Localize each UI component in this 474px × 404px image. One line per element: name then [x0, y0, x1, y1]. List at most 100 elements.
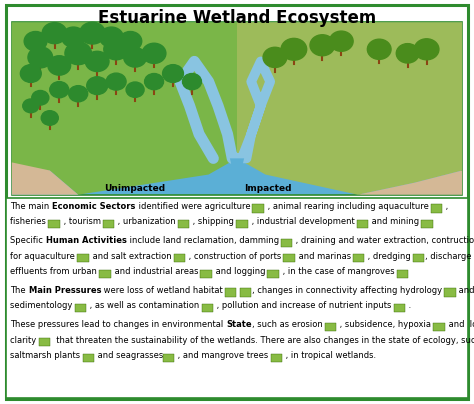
- FancyBboxPatch shape: [283, 254, 295, 262]
- FancyBboxPatch shape: [397, 270, 408, 278]
- Text: that threaten the sustainability of the wetlands. There are also changes in the : that threaten the sustainability of the …: [51, 336, 474, 345]
- Circle shape: [119, 32, 142, 51]
- Text: , pollution and increase of nutrient inputs: , pollution and increase of nutrient inp…: [214, 301, 394, 310]
- Circle shape: [106, 73, 126, 90]
- Text: Unimpacted: Unimpacted: [105, 184, 165, 193]
- Circle shape: [24, 32, 47, 51]
- FancyBboxPatch shape: [178, 220, 190, 228]
- Text: , in the case of mangroves: , in the case of mangroves: [280, 267, 397, 276]
- Circle shape: [28, 47, 53, 68]
- Text: include land reclamation, damming: include land reclamation, damming: [127, 236, 282, 245]
- Text: for aquaculture: for aquaculture: [10, 252, 78, 261]
- Text: fisheries: fisheries: [10, 217, 49, 226]
- Text: , as well as contamination: , as well as contamination: [87, 301, 202, 310]
- FancyBboxPatch shape: [281, 239, 292, 247]
- Polygon shape: [237, 22, 462, 195]
- Text: , tourism: , tourism: [61, 217, 103, 226]
- Polygon shape: [230, 158, 244, 179]
- FancyBboxPatch shape: [444, 288, 456, 297]
- FancyBboxPatch shape: [39, 338, 50, 346]
- FancyBboxPatch shape: [271, 354, 282, 362]
- Text: The: The: [10, 286, 29, 295]
- Circle shape: [65, 42, 91, 65]
- Text: Economic Sectors: Economic Sectors: [52, 202, 136, 211]
- Text: and salt extraction: and salt extraction: [90, 252, 174, 261]
- FancyBboxPatch shape: [253, 204, 264, 213]
- Text: and mining: and mining: [369, 217, 422, 226]
- Text: , subsidence, hypoxia: , subsidence, hypoxia: [337, 320, 434, 329]
- FancyBboxPatch shape: [433, 323, 445, 331]
- Text: , draining and water extraction, contruction of ponds: , draining and water extraction, contruc…: [293, 236, 474, 245]
- FancyBboxPatch shape: [431, 204, 442, 213]
- Text: were loss of wetland habitat: were loss of wetland habitat: [101, 286, 226, 295]
- Circle shape: [62, 27, 85, 47]
- Circle shape: [163, 65, 183, 82]
- FancyBboxPatch shape: [103, 220, 114, 228]
- Text: and  loss of water: and loss of water: [446, 320, 474, 329]
- Text: The main: The main: [10, 202, 52, 211]
- FancyBboxPatch shape: [237, 220, 248, 228]
- Text: These pressures lead to changes in environmental: These pressures lead to changes in envir…: [10, 320, 226, 329]
- Text: , dredging: , dredging: [365, 252, 414, 261]
- FancyBboxPatch shape: [75, 304, 86, 312]
- Circle shape: [145, 74, 164, 90]
- Circle shape: [126, 82, 144, 97]
- Text: ,: ,: [443, 202, 448, 211]
- FancyBboxPatch shape: [356, 220, 368, 228]
- FancyBboxPatch shape: [267, 270, 279, 278]
- Polygon shape: [358, 170, 462, 195]
- Circle shape: [263, 47, 287, 67]
- Text: , such as erosion: , such as erosion: [252, 320, 325, 329]
- Circle shape: [87, 77, 108, 95]
- Circle shape: [20, 65, 41, 82]
- Text: Main Pressures: Main Pressures: [29, 286, 101, 295]
- Circle shape: [329, 31, 353, 51]
- Text: , industrial development: , industrial development: [249, 217, 357, 226]
- Text: , construction of ports: , construction of ports: [186, 252, 284, 261]
- FancyBboxPatch shape: [239, 288, 251, 297]
- FancyBboxPatch shape: [393, 304, 405, 312]
- Text: , and mangrove trees: , and mangrove trees: [175, 351, 271, 360]
- Text: .: .: [406, 301, 411, 310]
- Text: , animal rearing including aquaculture: , animal rearing including aquaculture: [265, 202, 431, 211]
- Text: identified were agriculture: identified were agriculture: [136, 202, 253, 211]
- Circle shape: [310, 35, 335, 56]
- Text: effluents from urban: effluents from urban: [10, 267, 100, 276]
- FancyBboxPatch shape: [12, 22, 462, 195]
- Polygon shape: [12, 170, 78, 195]
- Text: , changes in connectivity affecting hydrology: , changes in connectivity affecting hydr…: [252, 286, 445, 295]
- Polygon shape: [12, 162, 78, 195]
- Circle shape: [124, 48, 146, 67]
- Text: , discharge of: , discharge of: [426, 252, 474, 261]
- Text: and marinas: and marinas: [296, 252, 353, 261]
- Circle shape: [182, 74, 201, 90]
- Text: and industrial areas: and industrial areas: [112, 267, 201, 276]
- Text: , shipping: , shipping: [191, 217, 237, 226]
- FancyBboxPatch shape: [353, 254, 364, 262]
- FancyBboxPatch shape: [6, 5, 468, 399]
- FancyBboxPatch shape: [201, 270, 212, 278]
- FancyBboxPatch shape: [325, 323, 336, 331]
- FancyBboxPatch shape: [100, 270, 111, 278]
- Text: saltmarsh plants: saltmarsh plants: [10, 351, 83, 360]
- Text: , in tropical wetlands.: , in tropical wetlands.: [283, 351, 376, 360]
- Text: State: State: [226, 320, 252, 329]
- Circle shape: [69, 86, 88, 102]
- Text: and seagrasses: and seagrasses: [95, 351, 163, 360]
- Text: Impacted: Impacted: [244, 184, 292, 193]
- FancyBboxPatch shape: [201, 304, 213, 312]
- Circle shape: [85, 51, 109, 72]
- Text: Estuarine Wetland Ecosystem: Estuarine Wetland Ecosystem: [98, 9, 376, 27]
- Polygon shape: [12, 22, 237, 195]
- Circle shape: [41, 111, 58, 125]
- Text: , urbanization: , urbanization: [115, 217, 179, 226]
- Text: sedimentology: sedimentology: [10, 301, 75, 310]
- FancyBboxPatch shape: [173, 254, 185, 262]
- Circle shape: [367, 39, 391, 59]
- Circle shape: [281, 38, 307, 60]
- FancyBboxPatch shape: [82, 354, 94, 362]
- FancyBboxPatch shape: [413, 254, 425, 262]
- FancyBboxPatch shape: [77, 254, 89, 262]
- Text: Specific: Specific: [10, 236, 46, 245]
- Circle shape: [100, 27, 123, 47]
